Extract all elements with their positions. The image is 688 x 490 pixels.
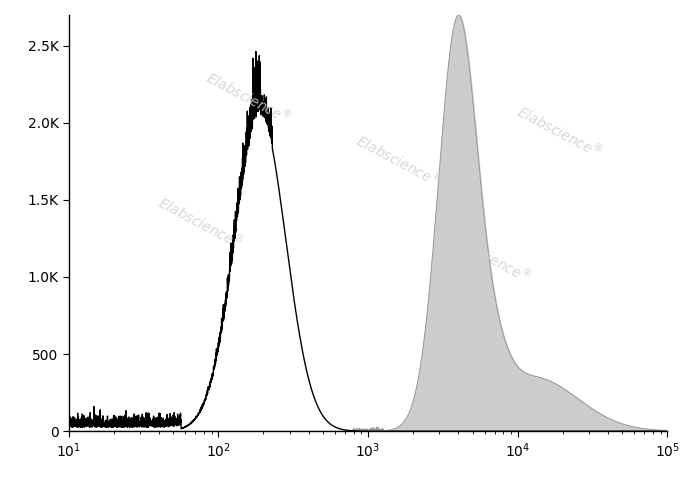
Text: Elabscience$^{\circledR}$: Elabscience$^{\circledR}$: [203, 68, 294, 128]
Text: Elabscience$^{\circledR}$: Elabscience$^{\circledR}$: [442, 226, 533, 286]
Text: Elabscience$^{\circledR}$: Elabscience$^{\circledR}$: [353, 131, 443, 190]
Text: Elabscience$^{\circledR}$: Elabscience$^{\circledR}$: [155, 193, 246, 253]
Text: Elabscience$^{\circledR}$: Elabscience$^{\circledR}$: [515, 101, 605, 161]
